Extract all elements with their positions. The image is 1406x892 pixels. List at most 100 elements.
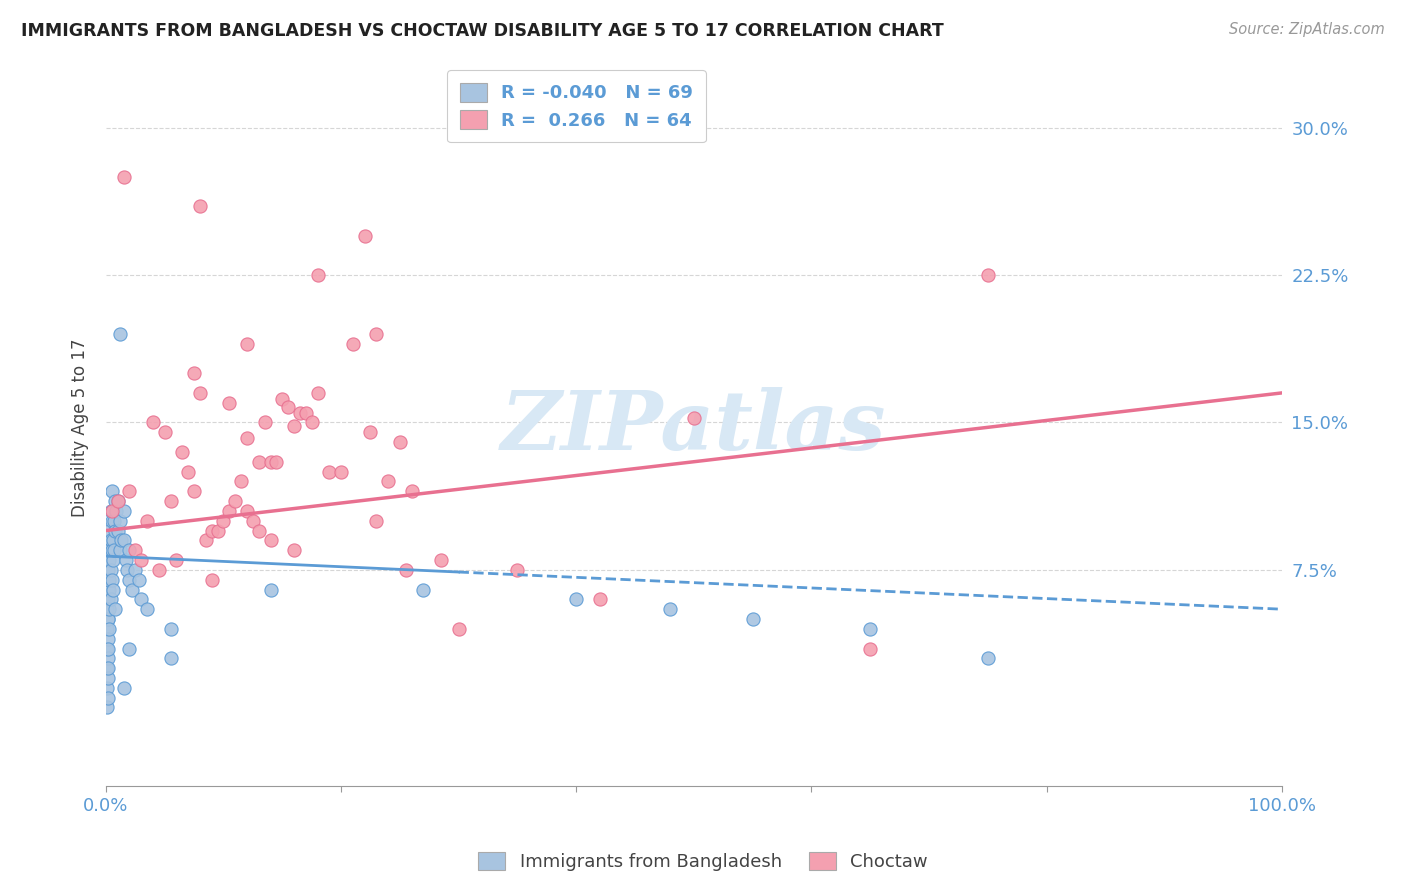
Point — [288, 406, 311, 420]
Point — [96, 661, 118, 675]
Point — [159, 651, 181, 665]
Point — [271, 392, 294, 406]
Point — [412, 582, 434, 597]
Point — [107, 524, 129, 538]
Point — [177, 465, 200, 479]
Point — [224, 494, 246, 508]
Point — [118, 543, 141, 558]
Point — [129, 553, 152, 567]
Point — [318, 465, 340, 479]
Point — [159, 622, 181, 636]
Point — [201, 573, 224, 587]
Point — [194, 533, 217, 548]
Point — [96, 602, 118, 616]
Point — [96, 622, 118, 636]
Point — [104, 524, 127, 538]
Point — [97, 632, 120, 646]
Point — [128, 573, 150, 587]
Point — [659, 602, 682, 616]
Point — [98, 573, 121, 587]
Point — [277, 400, 299, 414]
Legend: Immigrants from Bangladesh, Choctaw: Immigrants from Bangladesh, Choctaw — [471, 845, 935, 879]
Point — [366, 514, 388, 528]
Point — [101, 504, 124, 518]
Point — [259, 533, 281, 548]
Point — [96, 681, 118, 695]
Point — [247, 524, 270, 538]
Point — [118, 573, 141, 587]
Point — [108, 514, 131, 528]
Point — [377, 475, 399, 489]
Text: IMMIGRANTS FROM BANGLADESH VS CHOCTAW DISABILITY AGE 5 TO 17 CORRELATION CHART: IMMIGRANTS FROM BANGLADESH VS CHOCTAW DI… — [21, 22, 943, 40]
Point — [97, 641, 120, 656]
Point — [682, 411, 704, 425]
Point — [136, 514, 159, 528]
Point — [112, 169, 135, 184]
Point — [430, 553, 453, 567]
Point — [100, 504, 122, 518]
Point — [108, 326, 131, 341]
Point — [97, 612, 120, 626]
Point — [183, 484, 205, 499]
Text: Source: ZipAtlas.com: Source: ZipAtlas.com — [1229, 22, 1385, 37]
Point — [307, 385, 329, 400]
Point — [148, 563, 170, 577]
Point — [101, 543, 124, 558]
Point — [121, 582, 143, 597]
Point — [589, 592, 612, 607]
Point — [188, 385, 211, 400]
Point — [259, 455, 281, 469]
Point — [301, 416, 323, 430]
Point — [107, 494, 129, 508]
Point — [118, 484, 141, 499]
Point — [741, 612, 763, 626]
Point — [283, 419, 305, 434]
Point — [124, 543, 146, 558]
Point — [101, 533, 124, 548]
Point — [98, 524, 121, 538]
Point — [283, 543, 305, 558]
Point — [98, 543, 121, 558]
Point — [212, 514, 235, 528]
Point — [236, 431, 259, 445]
Point — [236, 504, 259, 518]
Point — [395, 563, 418, 577]
Point — [97, 690, 120, 705]
Point — [104, 494, 127, 508]
Point — [166, 553, 188, 567]
Point — [100, 592, 122, 607]
Point — [97, 582, 120, 597]
Point — [359, 425, 381, 440]
Point — [103, 543, 125, 558]
Point — [115, 553, 138, 567]
Point — [100, 533, 122, 548]
Point — [172, 445, 194, 459]
Point — [103, 514, 125, 528]
Point — [188, 199, 211, 213]
Point — [97, 612, 120, 626]
Point — [101, 484, 124, 499]
Point — [104, 602, 127, 616]
Point — [112, 681, 135, 695]
Point — [118, 641, 141, 656]
Point — [112, 504, 135, 518]
Point — [159, 494, 181, 508]
Point — [388, 435, 411, 450]
Point — [859, 622, 882, 636]
Point — [136, 602, 159, 616]
Point — [129, 592, 152, 607]
Point — [247, 455, 270, 469]
Point — [97, 622, 120, 636]
Point — [97, 592, 120, 607]
Point — [142, 416, 165, 430]
Point — [447, 622, 470, 636]
Legend: R = -0.040   N = 69, R =  0.266   N = 64: R = -0.040 N = 69, R = 0.266 N = 64 — [447, 70, 706, 143]
Point — [294, 406, 316, 420]
Point — [353, 228, 375, 243]
Point — [253, 416, 276, 430]
Point — [96, 700, 118, 714]
Point — [307, 268, 329, 282]
Point — [101, 514, 124, 528]
Point — [859, 641, 882, 656]
Point — [97, 661, 120, 675]
